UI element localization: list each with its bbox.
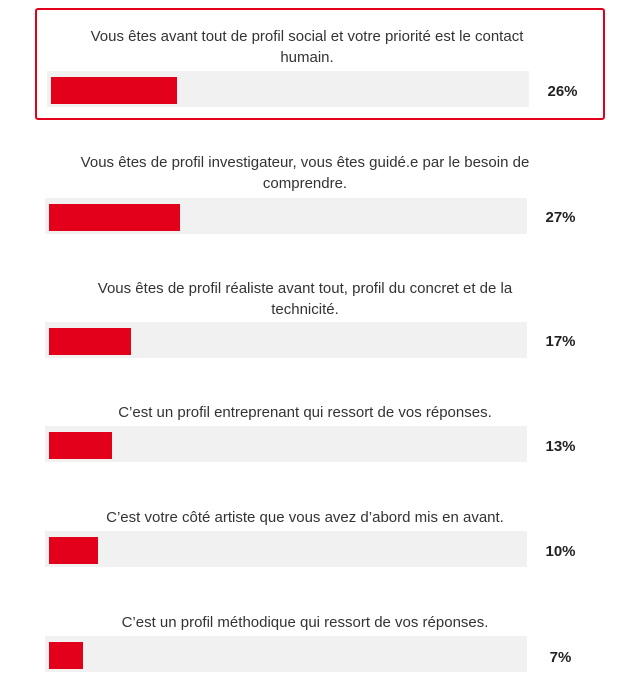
- poll-option-entreprenant[interactable]: C’est un profil entreprenant qui ressort…: [35, 394, 605, 472]
- percent-label: 17%: [545, 333, 576, 350]
- poll-option-social[interactable]: Vous êtes avant tout de profil social et…: [35, 8, 605, 120]
- percent-label: 26%: [547, 83, 578, 100]
- result-bar-fill: [49, 537, 98, 564]
- result-bar-fill: [49, 432, 112, 459]
- option-label: C’est votre côté artiste que vous avez d…: [106, 509, 504, 526]
- result-bar-track: [45, 531, 527, 567]
- poll-option-investigateur[interactable]: Vous êtes de profil investigateur, vous …: [35, 142, 605, 242]
- option-label: Vous êtes de profil réaliste avant tout,…: [97, 280, 513, 318]
- option-label: C’est un profil méthodique qui ressort d…: [121, 614, 489, 631]
- result-bar-track: [45, 198, 527, 234]
- option-label: Vous êtes de profil investigateur, vous …: [80, 154, 530, 192]
- result-bar-fill: [49, 328, 131, 355]
- option-label: Vous êtes avant tout de profil social et…: [90, 28, 524, 66]
- poll-option-methodique[interactable]: C’est un profil méthodique qui ressort d…: [35, 604, 605, 684]
- result-bar-fill: [51, 77, 177, 104]
- result-bar-track: [45, 636, 527, 672]
- poll-option-artiste[interactable]: C’est votre côté artiste que vous avez d…: [35, 499, 605, 577]
- poll-option-realiste[interactable]: Vous êtes de profil réaliste avant tout,…: [35, 268, 605, 368]
- option-label: C’est un profil entreprenant qui ressort…: [118, 404, 492, 421]
- result-bar-fill: [49, 204, 180, 231]
- percent-label: 7%: [549, 649, 572, 666]
- percent-label: 27%: [545, 209, 576, 226]
- percent-label: 10%: [545, 543, 576, 560]
- result-bar-track: [45, 426, 527, 462]
- percent-label: 13%: [545, 438, 576, 455]
- result-bar-track: [47, 71, 529, 107]
- result-bar-track: [45, 322, 527, 358]
- result-bar-fill: [49, 642, 83, 669]
